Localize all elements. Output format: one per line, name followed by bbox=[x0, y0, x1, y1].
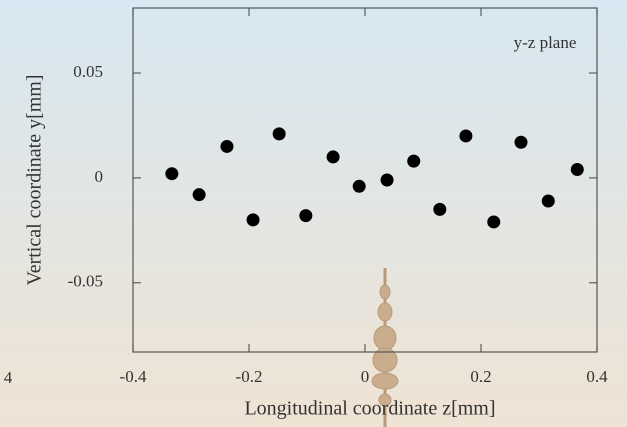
beam-structure bbox=[371, 268, 399, 427]
edge-text: 4 bbox=[4, 368, 13, 387]
x-tick-label: -0.4 bbox=[120, 367, 147, 386]
annotation: y-z plane bbox=[514, 33, 577, 52]
x-tick-label: 0 bbox=[361, 367, 370, 386]
point bbox=[433, 202, 447, 216]
point bbox=[246, 213, 260, 227]
point bbox=[514, 135, 528, 149]
point bbox=[299, 209, 313, 223]
y-tick-label: -0.05 bbox=[68, 272, 103, 291]
x-tick-label: -0.2 bbox=[236, 367, 263, 386]
y-tick-label: 0.05 bbox=[73, 62, 103, 81]
point bbox=[570, 163, 584, 177]
x-axis-label: Longitudinal coordinate z[mm] bbox=[244, 398, 495, 420]
y-tick-label: 0 bbox=[95, 167, 104, 186]
point bbox=[352, 179, 366, 193]
x-tick-label: 0.4 bbox=[586, 367, 608, 386]
point bbox=[326, 150, 340, 164]
y-axis-label: Vertical coordinate y[mm] bbox=[24, 74, 46, 285]
point bbox=[407, 154, 421, 168]
point bbox=[459, 129, 473, 143]
point bbox=[272, 127, 286, 141]
point bbox=[380, 173, 394, 187]
point bbox=[220, 139, 234, 153]
point bbox=[192, 188, 206, 202]
point bbox=[165, 167, 179, 181]
point bbox=[487, 215, 501, 229]
point bbox=[541, 194, 555, 208]
x-tick-label: 0.2 bbox=[470, 367, 491, 386]
